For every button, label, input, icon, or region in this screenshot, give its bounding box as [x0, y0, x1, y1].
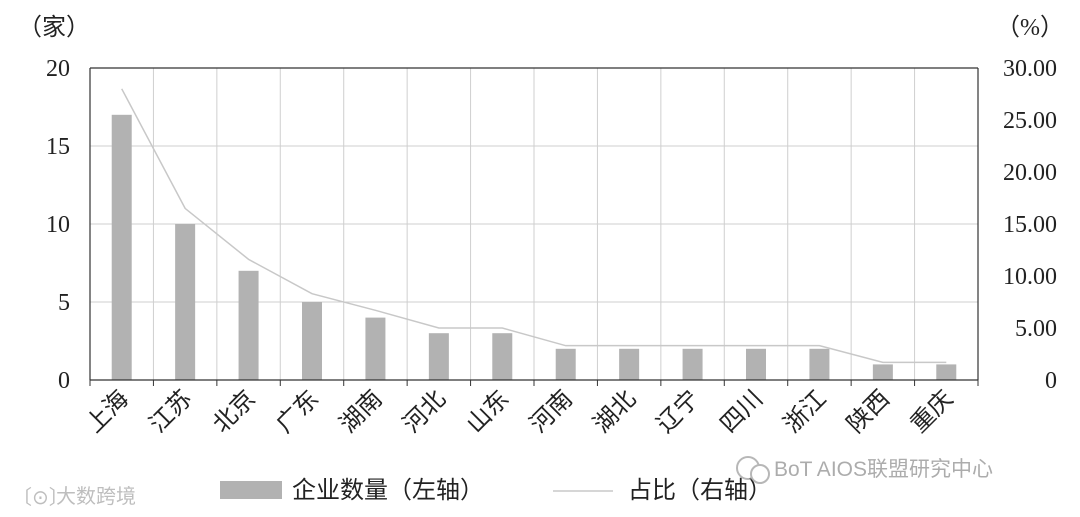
left-tick-label: 5 [58, 290, 70, 316]
left-tick-label: 10 [46, 212, 70, 238]
right-tick-label: 0 [1045, 368, 1057, 394]
left-tick-label: 20 [46, 56, 70, 82]
bar [492, 333, 513, 380]
right-tick-label: 30.00 [1003, 56, 1057, 82]
watermark-right: BoT AIOS联盟研究中心 [736, 456, 993, 484]
legend: 企业数量（左轴） 占比（右轴） [220, 477, 772, 504]
x-tick-label: 北京 [208, 385, 261, 438]
right-tick-label: 25.00 [1003, 108, 1057, 134]
bar [619, 348, 640, 380]
bar [238, 270, 259, 380]
left-axis-ticks: 0 5 10 15 20 [46, 56, 70, 394]
right-tick-label: 15.00 [1003, 212, 1057, 238]
x-tick-label: 四川 [716, 386, 768, 438]
watermark-left: 〔⊙〕 大数跨境 [12, 485, 136, 509]
left-tick-label: 0 [58, 368, 70, 394]
x-tick-label: 河南 [525, 385, 578, 438]
bar [175, 224, 196, 380]
watermark-right-text: BoT AIOS联盟研究中心 [774, 458, 993, 481]
legend-line-label: 占比（右轴） [628, 477, 772, 504]
grid-lines [90, 67, 978, 381]
bar [428, 333, 449, 380]
bar [872, 364, 893, 380]
bar-series [111, 114, 957, 381]
right-tick-label: 20.00 [1003, 160, 1057, 186]
right-tick-label: 5.00 [1015, 316, 1057, 342]
x-tick-label: 广东 [271, 385, 324, 438]
bar [682, 348, 703, 380]
left-axis-unit: （家） [18, 14, 90, 41]
x-tick-label: 陕西 [842, 385, 895, 438]
bar [302, 302, 322, 380]
watermark-left-text: 大数跨境 [56, 485, 136, 508]
x-tick-label: 上海 [81, 385, 134, 438]
right-axis-unit: （%） [996, 15, 1064, 41]
axes [89, 67, 979, 386]
left-tick-label: 15 [46, 134, 70, 160]
x-tick-label: 辽宁 [652, 385, 705, 438]
legend-bar-swatch [220, 481, 282, 499]
bar [746, 348, 766, 380]
bar [365, 317, 386, 380]
x-tick-label: 重庆 [905, 385, 958, 438]
watermark-left-logo: 〔⊙〕 [12, 486, 69, 509]
x-tick-label: 浙江 [779, 385, 832, 438]
x-tick-label: 湖南 [335, 385, 388, 438]
line-series [121, 88, 947, 364]
bar [809, 348, 830, 380]
x-tick-label: 河北 [398, 385, 451, 438]
legend-bar-label: 企业数量（左轴） [292, 477, 484, 504]
right-tick-label: 10.00 [1003, 264, 1057, 290]
x-tick-label: 山东 [461, 385, 514, 438]
wechat-icon-2 [750, 464, 770, 484]
x-tick-label: 湖北 [588, 385, 641, 438]
share-line [121, 88, 947, 364]
bar [111, 114, 132, 381]
x-tick-label: 江苏 [144, 385, 197, 438]
x-axis-labels: 上海 江苏 北京 广东 湖南 河北 山东 河南 湖北 辽宁 四川 浙江 陕西 重庆 [81, 385, 959, 438]
bar [555, 348, 576, 380]
bar [936, 364, 957, 380]
right-axis-ticks: 0 5.00 10.00 15.00 20.00 25.00 30.00 [1003, 56, 1057, 394]
